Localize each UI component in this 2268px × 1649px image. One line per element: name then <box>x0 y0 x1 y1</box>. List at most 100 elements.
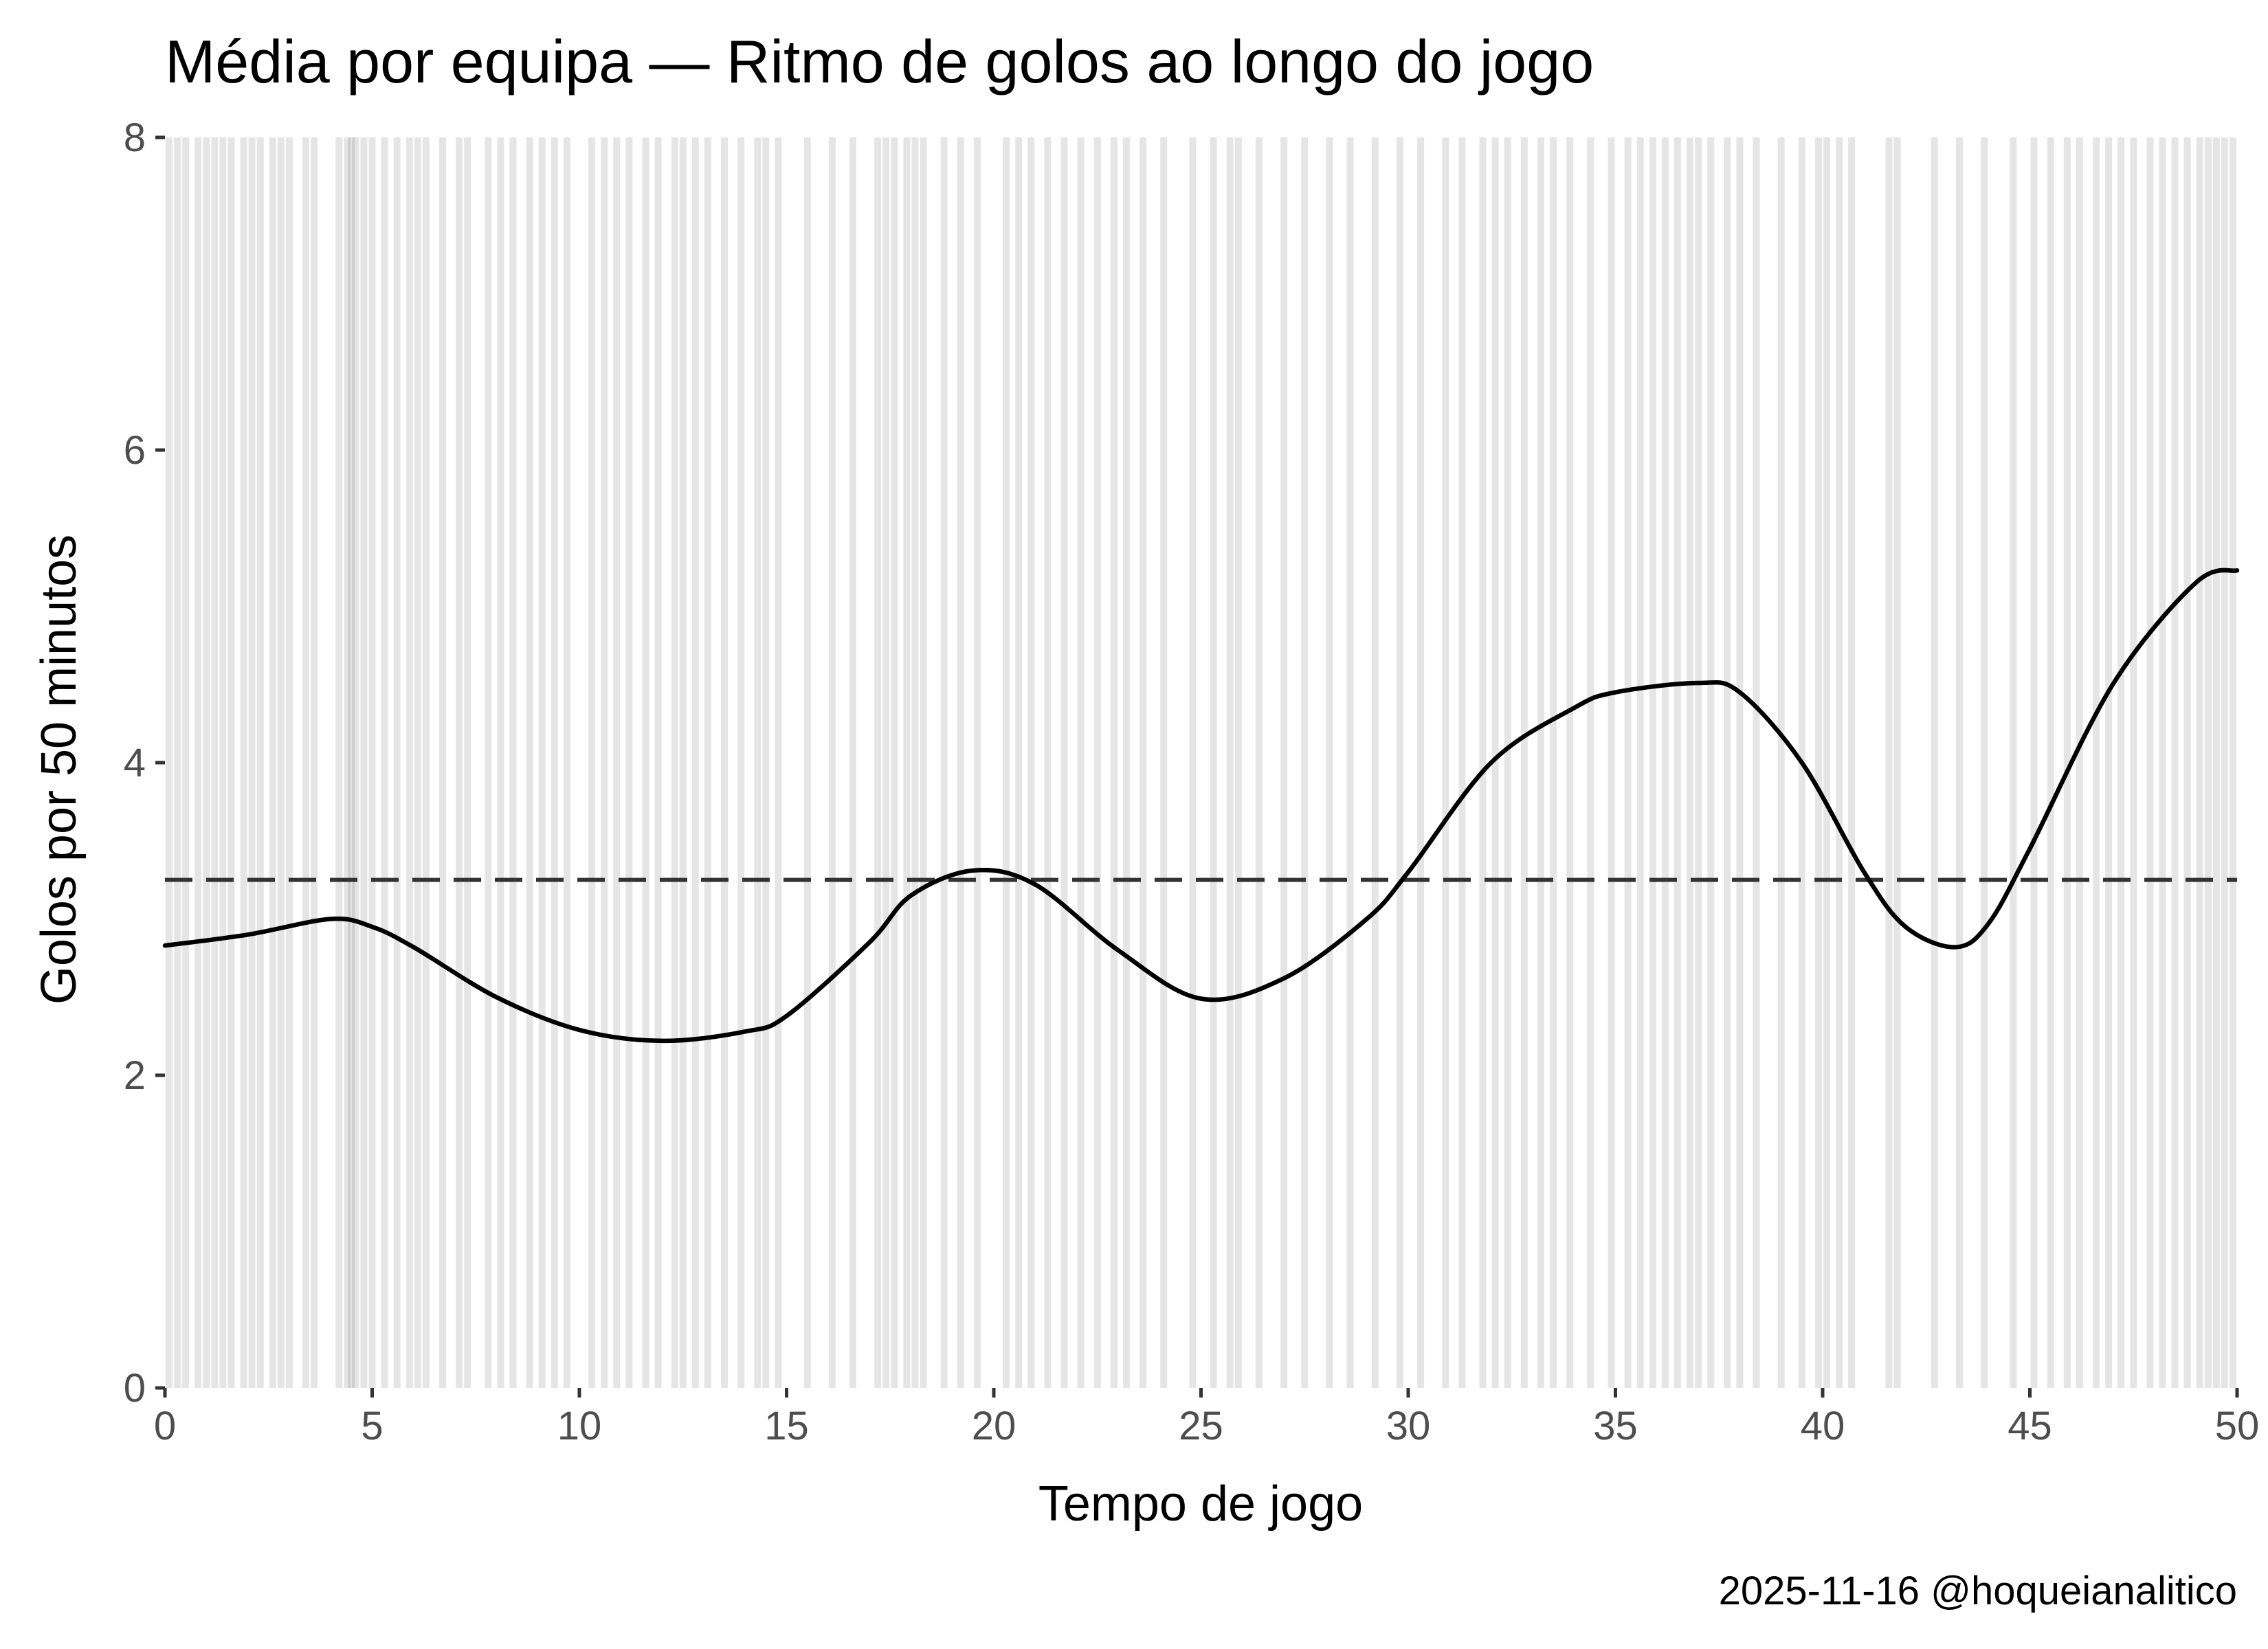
goal-event-bar <box>1077 137 1085 1388</box>
goal-event-bar <box>1110 137 1118 1388</box>
goal-event-bar <box>874 137 882 1388</box>
goal-event-bar <box>1491 137 1499 1388</box>
goal-event-bar <box>1255 137 1263 1388</box>
goal-event-bar <box>166 137 173 1388</box>
y-axis-title: Golos por 50 minutos <box>32 535 87 1005</box>
goal-event-bar <box>1724 137 1731 1388</box>
goal-event-bar <box>940 137 948 1388</box>
goal-event-bar <box>1044 137 1052 1388</box>
y-tick-label: 4 <box>124 741 146 785</box>
chart-title: Média por equipa — Ritmo de golos ao lon… <box>165 27 1594 96</box>
goal-event-bar <box>277 137 285 1388</box>
goal-event-bar <box>2230 137 2236 1388</box>
goal-event-bar <box>227 137 235 1388</box>
goal-event-bar <box>1015 137 1023 1388</box>
goal-event-bar <box>721 137 729 1388</box>
goal-event-bar <box>335 137 343 1388</box>
goal-event-bar <box>405 137 413 1388</box>
x-tick-label: 30 <box>1386 1404 1431 1448</box>
y-axis: 0 2 4 6 8 <box>124 115 165 1411</box>
goal-event-bar <box>1027 137 1035 1388</box>
goal-event-bar <box>911 137 919 1388</box>
goal-event-bar <box>2171 137 2179 1388</box>
goal-event-bar <box>1931 137 1938 1388</box>
goal-event-bar <box>849 137 856 1388</box>
goal-event-bar <box>269 137 276 1388</box>
goal-event-bar <box>311 137 318 1388</box>
x-tick-label: 15 <box>764 1404 809 1448</box>
goal-event-bar <box>1753 137 1760 1388</box>
goal-event-bar <box>219 137 227 1388</box>
goal-event-bar <box>2047 137 2054 1388</box>
goal-event-bar <box>1371 137 1379 1388</box>
x-tick-label: 25 <box>1179 1404 1223 1448</box>
goal-event-bar <box>563 137 570 1388</box>
goal-event-bar <box>174 137 181 1388</box>
goal-event-bar <box>1823 137 1830 1388</box>
goal-event-bar <box>538 137 546 1388</box>
goal-event-bar <box>1550 137 1557 1388</box>
x-axis: 0 5 10 15 20 25 30 35 40 45 50 <box>154 1388 2259 1448</box>
goal-event-bar <box>285 137 293 1388</box>
goal-event-bar <box>654 137 662 1388</box>
goal-event-bar <box>194 137 202 1388</box>
goal-event-bar <box>393 137 401 1388</box>
x-tick-label: 45 <box>2008 1404 2052 1448</box>
goal-event-bar <box>920 137 927 1388</box>
goal-event-bar <box>1608 137 1615 1388</box>
goal-event-bar <box>348 137 355 1388</box>
goal-event-bar <box>1956 137 1963 1388</box>
goal-event-bar <box>679 137 687 1388</box>
goal-event-bar <box>368 137 376 1388</box>
goal-event-bar <box>973 137 981 1388</box>
goal-event-bar <box>625 137 633 1388</box>
goal-event-bar <box>203 137 210 1388</box>
x-tick-label: 0 <box>154 1404 176 1448</box>
goal-event-bar <box>2146 137 2154 1388</box>
goal-event-bar <box>497 137 504 1388</box>
goal-event-bar <box>526 137 533 1388</box>
goal-event-bar <box>422 137 430 1388</box>
goal-event-bar <box>1848 137 1856 1388</box>
goal-event-bar <box>1417 137 1425 1388</box>
x-tick-label: 5 <box>361 1404 383 1448</box>
goal-event-bar <box>2105 137 2113 1388</box>
goal-event-bar <box>1226 137 1234 1388</box>
goal-event-bar <box>704 137 711 1388</box>
x-axis-title: Tempo de jogo <box>1038 1477 1363 1532</box>
goal-event-bar <box>642 137 649 1388</box>
goal-event-bar <box>551 137 558 1388</box>
goal-event-bar <box>1893 137 1901 1388</box>
goal-event-bar <box>1777 137 1785 1388</box>
goal-event-bar <box>439 137 446 1388</box>
x-tick-label: 20 <box>972 1404 1016 1448</box>
goal-event-bar <box>1210 137 1217 1388</box>
goal-event-bar <box>1189 137 1197 1388</box>
goal-event-bar <box>2183 137 2191 1388</box>
goal-event-bar <box>2221 137 2228 1388</box>
goal-event-bar <box>1687 137 1693 1388</box>
goal-event-bars <box>166 137 2236 1388</box>
goal-event-bar <box>1442 137 1449 1388</box>
goal-event-bar <box>1139 137 1147 1388</box>
goal-event-bar <box>464 137 471 1388</box>
goal-event-bar <box>1695 137 1702 1388</box>
goal-event-bar <box>1566 137 1574 1388</box>
goal-event-bar <box>1537 137 1544 1388</box>
goal-event-bar <box>2204 137 2212 1388</box>
goal-event-bar <box>2030 137 2038 1388</box>
goal-event-bar <box>360 137 368 1388</box>
goal-event-bar <box>256 137 264 1388</box>
goal-event-bar <box>2093 137 2100 1388</box>
goal-event-bar <box>601 137 608 1388</box>
goal-event-bar <box>803 137 811 1388</box>
goal-event-bar <box>240 137 247 1388</box>
goal-event-bar <box>588 137 596 1388</box>
goal-event-bar <box>1396 137 1403 1388</box>
goal-event-bar <box>691 137 699 1388</box>
goal-event-bar <box>2063 137 2071 1388</box>
x-tick-label: 35 <box>1593 1404 1638 1448</box>
goal-event-bar <box>1160 137 1168 1388</box>
goal-event-bar <box>1301 137 1309 1388</box>
